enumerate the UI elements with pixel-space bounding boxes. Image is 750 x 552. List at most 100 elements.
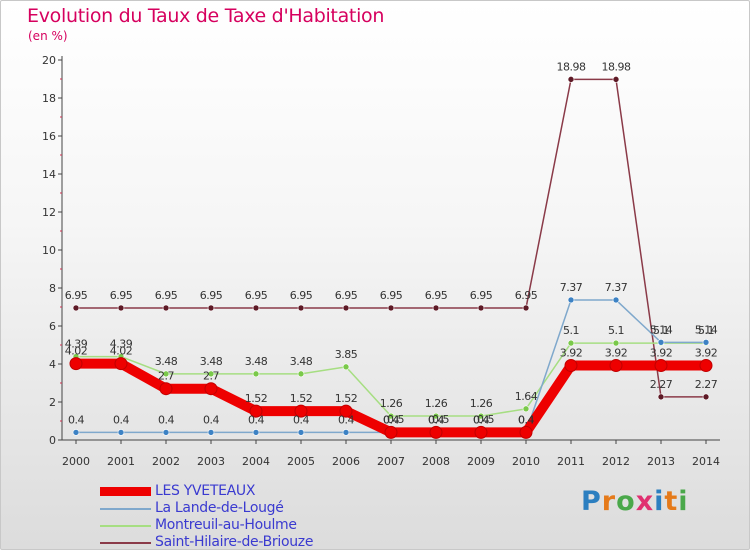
- series-point-3: [297, 304, 305, 312]
- series-point-3: [117, 304, 125, 312]
- logo-letter: t: [664, 486, 679, 517]
- series-point-0: [384, 425, 398, 439]
- data-label: 3.48: [200, 355, 223, 368]
- data-label: 4.39: [65, 338, 88, 351]
- data-label: 7.37: [560, 281, 583, 294]
- data-label: 6.95: [470, 289, 493, 302]
- logo-letter: x: [635, 486, 655, 517]
- data-label: 18.98: [602, 60, 631, 73]
- data-label: 18.98: [557, 60, 586, 73]
- data-label: 2.7: [158, 370, 174, 383]
- legend-item: La Lande-de-Lougé: [100, 500, 400, 518]
- data-label: 3.92: [560, 347, 583, 360]
- y-tick-label: 12: [42, 206, 56, 219]
- data-label: 3.92: [650, 347, 673, 360]
- x-tick-label: 2000: [62, 455, 90, 468]
- y-tick-label: 20: [42, 54, 56, 67]
- logo-letter: o: [616, 486, 636, 517]
- series-point-1: [612, 296, 620, 304]
- series-point-3: [162, 304, 170, 312]
- series-point-0: [519, 425, 533, 439]
- series-point-2: [342, 363, 350, 371]
- x-tick-label: 2014: [692, 455, 720, 468]
- data-label: 3.48: [245, 355, 268, 368]
- y-tick-label: 14: [42, 168, 56, 181]
- x-tick-label: 2011: [557, 455, 585, 468]
- legend-swatch: [100, 487, 151, 496]
- series-point-0: [294, 404, 308, 418]
- x-tick-label: 2001: [107, 455, 135, 468]
- legend-label: LES YVETEAUX: [155, 483, 256, 499]
- series-point-0: [429, 425, 443, 439]
- y-tick-label: 16: [42, 130, 56, 143]
- data-label: 0.4: [383, 413, 399, 426]
- data-label: 5.1: [563, 324, 579, 337]
- legend-item: Saint-Hilaire-de-Briouze: [100, 534, 400, 552]
- series-point-0: [114, 357, 128, 371]
- legend-item: LES YVETEAUX: [100, 483, 400, 501]
- data-label: 0.4: [383, 413, 399, 426]
- annotation-label: 0.5: [432, 413, 450, 426]
- series-point-2: [567, 339, 575, 347]
- data-label: 0.4: [293, 413, 309, 426]
- x-tick-label: 2004: [242, 455, 270, 468]
- data-label: 1.52: [245, 392, 268, 405]
- data-label: 6.95: [200, 289, 223, 302]
- data-label: 0.4: [428, 413, 444, 426]
- series-point-0: [249, 404, 263, 418]
- x-tick-label: 2009: [467, 455, 495, 468]
- series-point-3: [72, 304, 80, 312]
- series-point-1: [207, 429, 215, 436]
- data-label: 7.37: [605, 281, 628, 294]
- data-label: 1.26: [380, 397, 403, 410]
- data-label: 6.95: [110, 289, 133, 302]
- series-point-1: [657, 339, 665, 346]
- series-point-3: [702, 393, 710, 401]
- data-label: 6.95: [290, 289, 313, 302]
- data-label: 1.26: [425, 397, 448, 410]
- series-point-2: [162, 370, 170, 378]
- series-point-3: [432, 304, 440, 312]
- legend-label: Saint-Hilaire-de-Briouze: [155, 534, 314, 550]
- series-point-2: [477, 412, 485, 420]
- x-tick-label: 2003: [197, 455, 225, 468]
- legend-swatch: [100, 508, 151, 510]
- y-tick-label: 2: [49, 396, 56, 409]
- data-label: 4.02: [65, 345, 88, 358]
- series-point-3: [657, 393, 665, 401]
- data-label: 3.48: [290, 355, 313, 368]
- y-tick-label: 0: [49, 434, 56, 447]
- data-label: 1.26: [470, 397, 493, 410]
- series-point-1: [567, 296, 575, 304]
- x-tick-label: 2007: [377, 455, 405, 468]
- data-label: 0.4: [518, 413, 534, 426]
- series-point-0: [339, 404, 353, 418]
- series-point-2: [612, 339, 620, 347]
- data-label: 0.4: [158, 413, 174, 426]
- series-point-1: [162, 429, 170, 436]
- logo-letter: i: [654, 486, 665, 517]
- series-point-1: [252, 429, 260, 436]
- series-point-0: [159, 382, 173, 396]
- series-point-1: [117, 429, 125, 436]
- chart-title: Evolution du Taux de Taxe d'Habitation: [27, 5, 385, 27]
- data-label: 4.39: [110, 338, 133, 351]
- series-point-3: [342, 304, 350, 312]
- series-point-2: [432, 412, 440, 420]
- y-tick-label: 4: [49, 358, 56, 371]
- x-tick-label: 2006: [332, 455, 360, 468]
- data-label: 6.95: [515, 289, 538, 302]
- data-label: 0.4: [338, 413, 354, 426]
- series-point-3: [252, 304, 260, 312]
- series-point-2: [252, 370, 260, 378]
- data-label: 5.1: [653, 324, 669, 337]
- series-point-1: [342, 429, 350, 436]
- data-label: 6.95: [425, 289, 448, 302]
- data-label: 3.85: [335, 348, 358, 361]
- data-label: 5.14: [695, 323, 718, 336]
- data-label: 6.95: [335, 289, 358, 302]
- data-label: 1.64: [515, 390, 538, 403]
- logo-letter: P: [581, 486, 602, 517]
- data-label: 2.27: [650, 378, 673, 391]
